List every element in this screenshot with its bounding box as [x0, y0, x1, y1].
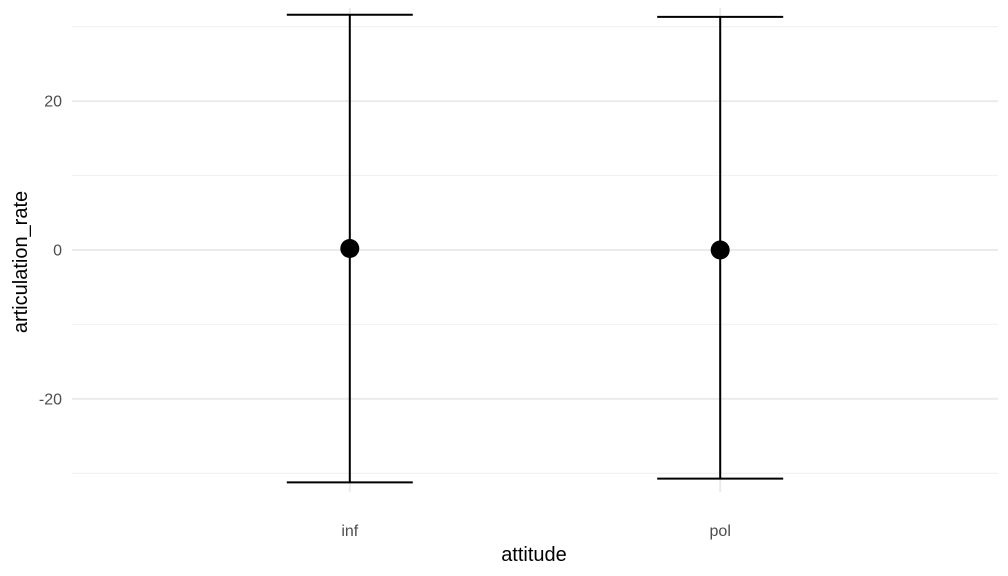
y-axis-title: articulation_rate: [10, 191, 32, 333]
y-tick-label: -20: [39, 391, 62, 408]
data-point: [340, 239, 360, 259]
x-tick-label: pol: [710, 523, 731, 540]
data-point: [710, 240, 730, 260]
y-tick-label: 0: [53, 243, 62, 260]
y-tick-label: 20: [44, 94, 62, 111]
data-marks: [286, 13, 784, 484]
x-tick-label: inf: [341, 523, 358, 540]
x-axis-title: attitude: [501, 544, 567, 566]
grid: [72, 8, 998, 492]
tick-labels: -20 0 20 inf pol: [39, 94, 731, 540]
